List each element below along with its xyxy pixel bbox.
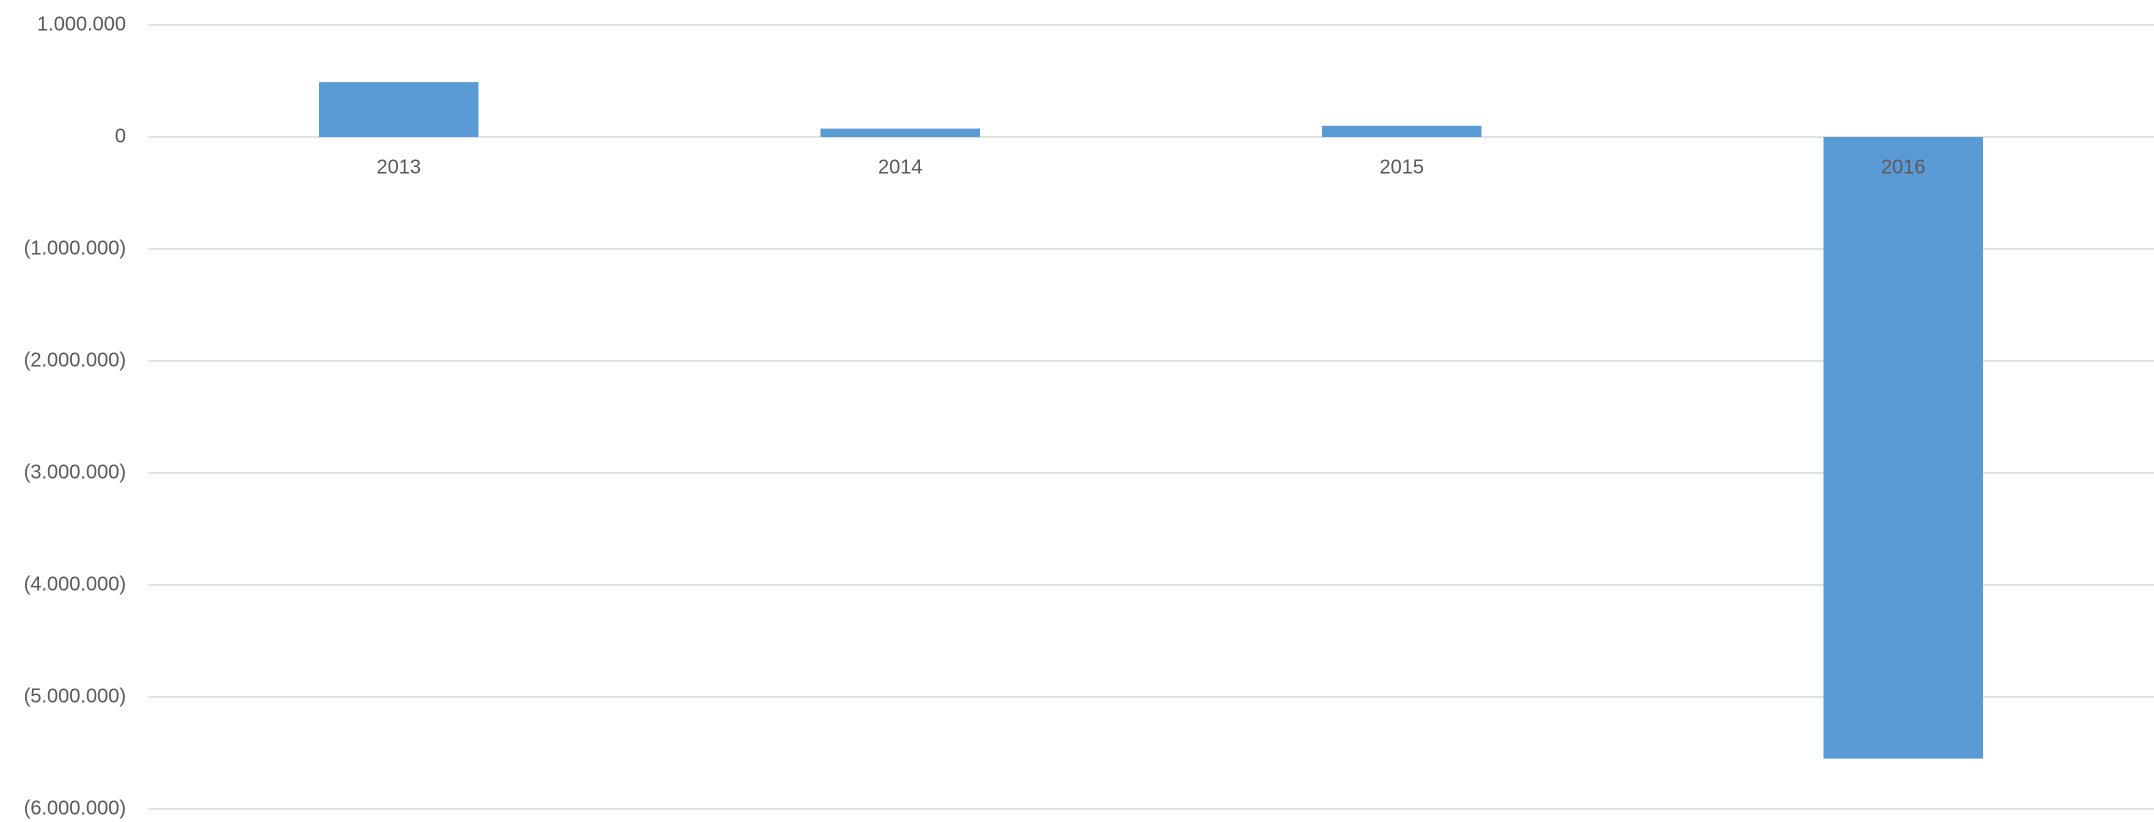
y-tick-label: 0 (115, 125, 126, 147)
x-tick-label: 2014 (878, 156, 923, 178)
y-tick-label: (5.000.000) (24, 685, 126, 707)
y-tick-label: (1.000.000) (24, 237, 126, 259)
y-tick-label: (2.000.000) (24, 349, 126, 371)
bar (319, 82, 479, 137)
x-tick-label: 2013 (377, 156, 422, 178)
bar (1322, 125, 1482, 137)
x-tick-label: 2015 (1380, 156, 1425, 178)
bar (1823, 137, 1983, 759)
bar (820, 128, 980, 137)
x-tick-label: 2016 (1881, 156, 1926, 178)
y-tick-label: 1.000.000 (37, 13, 126, 35)
y-tick-label: (3.000.000) (24, 461, 126, 483)
y-tick-label: (6.000.000) (24, 797, 126, 819)
y-tick-label: (4.000.000) (24, 573, 126, 595)
